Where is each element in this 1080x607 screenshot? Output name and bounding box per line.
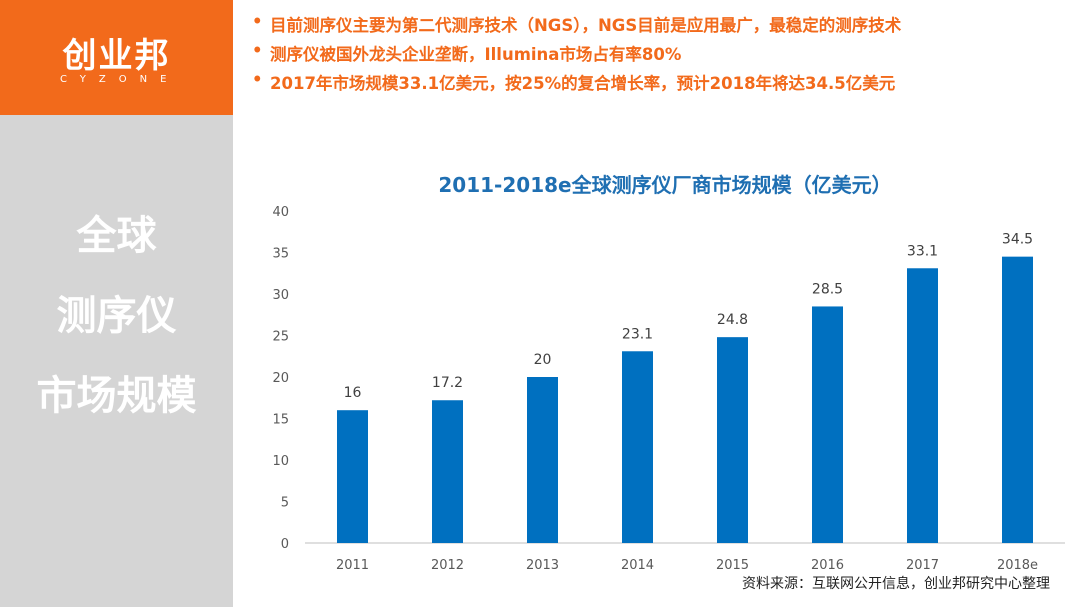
y-tick-label: 25 (272, 330, 289, 345)
x-tick-label: 2016 (811, 558, 844, 573)
source-note: 资料来源：互联网公开信息，创业邦研究中心整理 (742, 576, 1050, 592)
bullet-dot-icon: • (252, 41, 263, 60)
x-tick-label: 2012 (431, 558, 464, 573)
side-title-line-1: 全球 (76, 213, 157, 259)
bullet-item: • 测序仪被国外龙头企业垄断，Illumina市场占有率80% (252, 41, 901, 70)
bar-2017 (907, 268, 938, 543)
bullet-text: 测序仪被国外龙头企业垄断，Illumina市场占有率80% (270, 45, 682, 64)
y-tick-label: 30 (272, 288, 289, 303)
bar-value-label: 17.2 (432, 375, 463, 391)
y-tick-label: 40 (272, 205, 289, 220)
bullet-list: • 目前测序仪主要为第二代测序技术（NGS），NGS目前是应用最广，最稳定的测序… (252, 12, 901, 99)
x-tick-label: 2015 (716, 558, 749, 573)
bullet-item: • 2017年市场规模33.1亿美元，按25%的复合增长率，预计2018年将达3… (252, 70, 901, 99)
side-panel: 全球 测序仪 市场规模 (0, 115, 233, 607)
y-tick-label: 0 (281, 537, 289, 552)
x-tick-label: 2017 (906, 558, 939, 573)
x-tick-label: 2018e (997, 558, 1038, 573)
bullet-text: 目前测序仪主要为第二代测序技术（NGS），NGS目前是应用最广，最稳定的测序技术 (270, 16, 902, 35)
side-title-line-2: 测序仪 (56, 293, 177, 339)
x-tick-label: 2013 (526, 558, 559, 573)
y-tick-label: 15 (272, 413, 289, 428)
bar-2015 (717, 337, 748, 543)
bullet-dot-icon: • (252, 12, 263, 31)
x-tick-label: 2011 (336, 558, 369, 573)
logo-subtitle: CYZONE (60, 74, 180, 85)
bar-value-label: 28.5 (812, 281, 843, 297)
bullet-item: • 目前测序仪主要为第二代测序技术（NGS），NGS目前是应用最广，最稳定的测序… (252, 12, 901, 41)
brand-logo: 创业邦 CYZONE (0, 0, 233, 115)
y-tick-label: 10 (272, 454, 289, 469)
bar-value-label: 34.5 (1002, 232, 1033, 248)
bar-value-label: 33.1 (907, 243, 938, 259)
chart-title: 2011-2018e全球测序仪厂商市场规模（亿美元） (438, 173, 892, 197)
bar-2013 (527, 377, 558, 543)
side-title-line-3: 市场规模 (36, 373, 197, 419)
bar-value-label: 20 (534, 352, 552, 368)
bar-2014 (622, 351, 653, 543)
y-tick-label: 20 (272, 371, 289, 386)
bar-2011 (337, 410, 368, 543)
bar-value-label: 23.1 (622, 326, 653, 342)
bar-2012 (432, 400, 463, 543)
bar-2018e (1002, 256, 1033, 543)
bullet-text: 2017年市场规模33.1亿美元，按25%的复合增长率，预计2018年将达34.… (270, 74, 896, 93)
bar-2016 (812, 306, 843, 543)
y-tick-label: 5 (281, 496, 289, 511)
logo-name: 创业邦 (62, 36, 171, 76)
x-tick-label: 2014 (621, 558, 654, 573)
y-tick-label: 35 (272, 247, 289, 262)
bar-value-label: 24.8 (717, 312, 748, 328)
bar-value-label: 16 (344, 385, 362, 401)
bullet-dot-icon: • (252, 70, 263, 89)
